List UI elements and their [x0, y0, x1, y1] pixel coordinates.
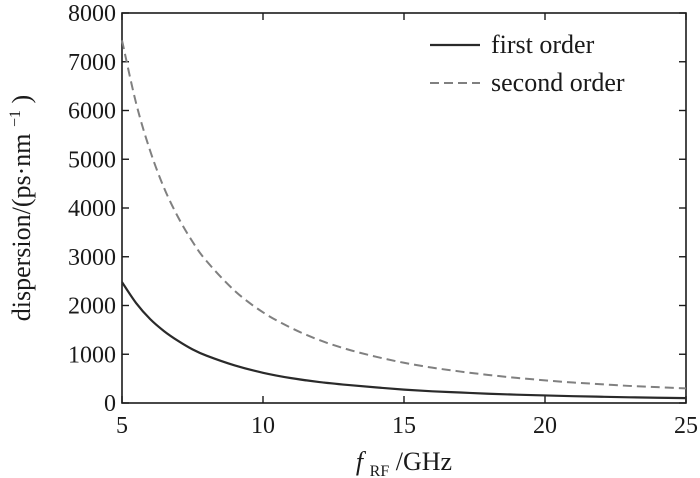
x-tick-label-15: 15 [392, 413, 416, 439]
legend-label-first-order: first order [491, 30, 595, 59]
series-line-first-order [121, 281, 687, 400]
x-axis-label-symbol: f [356, 447, 367, 476]
y-axis-label-close: ) [7, 95, 36, 104]
series-lines [121, 40, 687, 400]
x-tick-label-20: 20 [533, 413, 557, 439]
x-axis-label: f RF /GHz [356, 447, 452, 478]
y-tick-label-7000: 7000 [68, 50, 116, 76]
legend-label-second-order: second order [491, 68, 625, 97]
x-tick-label-5: 5 [116, 413, 128, 439]
y-tick-label-5000: 5000 [68, 147, 116, 173]
y-tick-label-6000: 6000 [68, 99, 116, 125]
y-axis-label: dispersion/(ps·nm −1 ) [0, 95, 36, 321]
y-tick-label-4000: 4000 [68, 196, 116, 222]
y-tick-label-2000: 2000 [68, 294, 116, 320]
x-tick-label-10: 10 [251, 413, 275, 439]
y-axis-label-superscript: −1 [7, 110, 24, 127]
y-tick-label-0: 0 [104, 391, 116, 417]
x-axis-label-subscript: RF [370, 463, 390, 478]
series-line-second-order [121, 40, 687, 390]
x-axis-label-unit: /GHz [396, 447, 452, 476]
y-axis-label-main: dispersion/(ps·nm [7, 133, 36, 321]
legend: first order second order [430, 30, 625, 97]
x-tick-label-25: 25 [674, 413, 698, 439]
axis-ticks [121, 12, 687, 404]
y-tick-label-3000: 3000 [68, 245, 116, 271]
y-tick-labels: 0 1000 2000 3000 4000 5000 6000 7000 8000 [68, 1, 116, 417]
x-tick-labels: 5 10 15 20 25 [116, 413, 698, 439]
y-tick-label-8000: 8000 [68, 1, 116, 27]
y-tick-label-1000: 1000 [68, 342, 116, 368]
